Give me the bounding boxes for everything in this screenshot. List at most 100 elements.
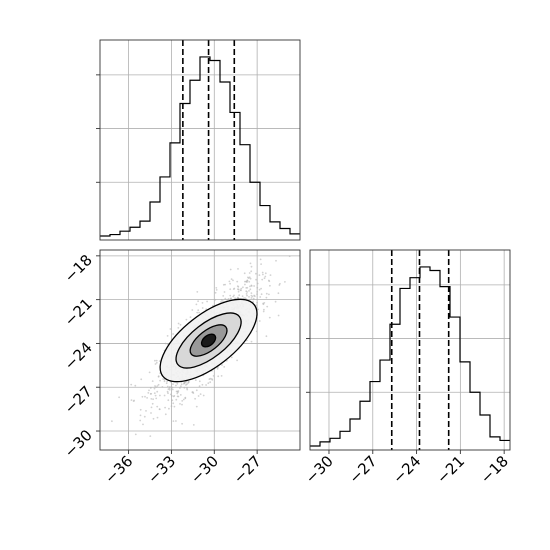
scatter-point bbox=[263, 302, 266, 304]
scatter-point bbox=[186, 387, 188, 390]
scatter-point bbox=[197, 300, 200, 303]
scatter-point bbox=[152, 398, 155, 401]
scatter-point bbox=[146, 397, 149, 399]
scatter-point bbox=[206, 300, 209, 303]
scatter-point bbox=[264, 275, 267, 278]
scatter-point bbox=[268, 316, 271, 319]
scatter-point bbox=[250, 265, 253, 268]
scatter-point bbox=[229, 288, 232, 291]
scatter-point bbox=[245, 287, 248, 289]
scatter-point bbox=[171, 388, 174, 391]
scatter-point bbox=[185, 384, 187, 386]
scatter-point bbox=[149, 435, 152, 437]
scatter-point bbox=[255, 330, 258, 333]
scatter-point bbox=[158, 408, 161, 410]
scatter-point bbox=[223, 291, 226, 293]
scatter-point bbox=[189, 316, 192, 318]
scatter-point bbox=[175, 384, 177, 387]
scatter-point bbox=[238, 294, 241, 297]
scatter-point bbox=[214, 291, 217, 294]
contour-core bbox=[200, 333, 217, 348]
scatter-point bbox=[175, 420, 177, 422]
scatter-point bbox=[182, 398, 185, 401]
scatter-point bbox=[141, 395, 144, 398]
scatter-point bbox=[259, 296, 262, 298]
scatter-point bbox=[202, 394, 205, 397]
scatter-point bbox=[260, 263, 262, 265]
marginal-x-panel bbox=[96, 39, 301, 241]
scatter-point bbox=[161, 386, 164, 388]
scatter-point bbox=[197, 395, 200, 397]
scatter-point bbox=[199, 393, 202, 395]
scatter-point bbox=[150, 412, 152, 414]
scatter-point bbox=[179, 394, 182, 396]
scatter-point bbox=[176, 395, 179, 398]
scatter-point bbox=[168, 388, 171, 391]
scatter-point bbox=[147, 392, 150, 394]
scatter-point bbox=[130, 399, 133, 401]
scatter-point bbox=[173, 395, 176, 397]
scatter-point bbox=[194, 397, 197, 400]
scatter-point bbox=[256, 290, 259, 293]
scatter-point bbox=[230, 356, 233, 359]
scatter-point bbox=[269, 284, 271, 287]
scatter-point bbox=[179, 387, 181, 389]
scatter-point bbox=[252, 297, 255, 300]
scatter-point bbox=[148, 371, 151, 374]
scatter-point bbox=[164, 342, 167, 345]
scatter-point bbox=[144, 395, 146, 398]
scatter-point bbox=[220, 375, 223, 377]
scatter-point bbox=[140, 378, 143, 381]
scatter-point bbox=[191, 309, 194, 311]
marginal-y-frame bbox=[309, 249, 511, 451]
scatter-point bbox=[255, 304, 258, 307]
scatter-point bbox=[197, 309, 200, 312]
scatter-point bbox=[250, 297, 253, 299]
scatter-point bbox=[209, 377, 212, 380]
scatter-point bbox=[250, 340, 253, 343]
scatter-point bbox=[258, 320, 261, 322]
scatter-point bbox=[179, 323, 182, 326]
scatter-point bbox=[236, 285, 239, 287]
marginal-y-xtick-label: −30 bbox=[302, 452, 337, 487]
scatter-point bbox=[166, 335, 169, 337]
scatter-point bbox=[216, 367, 219, 370]
scatter-point bbox=[167, 399, 170, 402]
scatter-point bbox=[186, 388, 189, 391]
scatter-point bbox=[184, 396, 187, 399]
marginal-x-frame bbox=[99, 39, 301, 241]
scatter-point bbox=[258, 288, 261, 291]
scatter-point bbox=[177, 327, 180, 329]
scatter-point bbox=[237, 290, 240, 293]
scatter-point bbox=[169, 393, 172, 396]
scatter-point bbox=[249, 288, 252, 291]
scatter-point bbox=[194, 379, 197, 381]
scatter-point bbox=[243, 272, 246, 275]
joint-xtick-label: −36 bbox=[101, 452, 136, 487]
scatter-point bbox=[224, 283, 227, 286]
scatter-point bbox=[246, 281, 249, 283]
scatter-point bbox=[222, 295, 225, 297]
scatter-point bbox=[265, 335, 268, 338]
joint-panel: −36 −33 −30 −27−30−27−24−21−18 bbox=[61, 249, 301, 487]
scatter-point bbox=[250, 270, 253, 273]
joint-frame bbox=[99, 249, 301, 451]
scatter-point bbox=[232, 295, 235, 298]
scatter-point bbox=[177, 322, 180, 325]
scatter-point bbox=[156, 390, 159, 393]
marginal-y-xtick-label: −24 bbox=[389, 452, 424, 487]
scatter-point bbox=[262, 310, 265, 313]
scatter-point bbox=[181, 400, 184, 402]
scatter-point bbox=[245, 290, 248, 293]
scatter-point bbox=[171, 399, 174, 402]
scatter-point bbox=[229, 282, 232, 285]
scatter-point bbox=[201, 302, 204, 304]
scatter-point bbox=[248, 272, 251, 274]
scatter-point bbox=[240, 287, 243, 290]
scatter-point bbox=[153, 387, 156, 390]
scatter-point bbox=[244, 283, 246, 286]
scatter-point bbox=[259, 258, 262, 261]
scatter-point bbox=[180, 383, 183, 386]
scatter-point bbox=[148, 389, 150, 392]
scatter-point bbox=[152, 417, 155, 420]
